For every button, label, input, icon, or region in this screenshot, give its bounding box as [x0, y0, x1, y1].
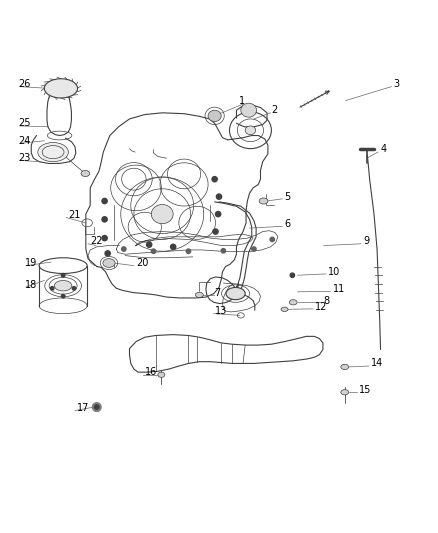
Circle shape — [216, 194, 222, 199]
Text: 23: 23 — [18, 153, 31, 163]
Text: 4: 4 — [381, 144, 387, 155]
Circle shape — [252, 247, 256, 251]
Text: 2: 2 — [272, 105, 278, 115]
Ellipse shape — [208, 110, 221, 122]
Text: 7: 7 — [215, 288, 221, 298]
Text: 1: 1 — [239, 96, 245, 107]
Text: 11: 11 — [332, 284, 345, 294]
Text: 15: 15 — [359, 385, 371, 394]
Text: 14: 14 — [371, 358, 383, 368]
Text: 10: 10 — [328, 266, 340, 277]
Circle shape — [221, 248, 226, 253]
Ellipse shape — [245, 126, 256, 135]
Circle shape — [170, 244, 176, 249]
Text: 5: 5 — [285, 192, 291, 201]
Circle shape — [215, 212, 221, 217]
Ellipse shape — [44, 79, 78, 98]
Circle shape — [61, 273, 65, 277]
Circle shape — [102, 217, 107, 222]
Circle shape — [151, 249, 155, 253]
Text: 25: 25 — [18, 118, 31, 128]
Text: 16: 16 — [145, 367, 157, 377]
Ellipse shape — [226, 287, 245, 300]
Text: 3: 3 — [394, 79, 400, 89]
Text: 19: 19 — [25, 258, 37, 268]
Circle shape — [92, 403, 101, 411]
Ellipse shape — [195, 292, 203, 297]
Text: 13: 13 — [215, 306, 227, 316]
Ellipse shape — [54, 280, 72, 291]
Ellipse shape — [241, 103, 257, 117]
Text: 9: 9 — [363, 236, 369, 246]
Ellipse shape — [151, 205, 173, 224]
Circle shape — [72, 287, 76, 290]
Ellipse shape — [281, 307, 288, 311]
Ellipse shape — [158, 372, 165, 377]
Text: 24: 24 — [18, 136, 31, 146]
Text: 20: 20 — [136, 258, 148, 268]
Text: 6: 6 — [285, 219, 291, 229]
Circle shape — [105, 251, 110, 256]
Circle shape — [213, 229, 218, 234]
Ellipse shape — [341, 390, 349, 395]
Circle shape — [290, 273, 294, 277]
Circle shape — [186, 249, 191, 253]
Ellipse shape — [38, 142, 68, 161]
Circle shape — [147, 242, 152, 247]
Circle shape — [122, 247, 126, 251]
Ellipse shape — [259, 198, 268, 204]
Circle shape — [102, 198, 107, 204]
Text: 21: 21 — [68, 210, 81, 220]
Text: 26: 26 — [18, 79, 31, 89]
Text: 22: 22 — [90, 236, 102, 246]
Text: 12: 12 — [315, 302, 328, 312]
Ellipse shape — [81, 171, 90, 176]
Circle shape — [61, 294, 65, 298]
Circle shape — [212, 176, 217, 182]
Circle shape — [102, 236, 107, 241]
Text: 17: 17 — [77, 403, 89, 414]
Circle shape — [50, 287, 54, 290]
Circle shape — [270, 237, 275, 241]
Ellipse shape — [341, 364, 349, 369]
Ellipse shape — [103, 259, 115, 268]
Text: 18: 18 — [25, 280, 37, 290]
Circle shape — [95, 405, 99, 409]
Text: 8: 8 — [324, 296, 330, 305]
Ellipse shape — [289, 300, 297, 305]
